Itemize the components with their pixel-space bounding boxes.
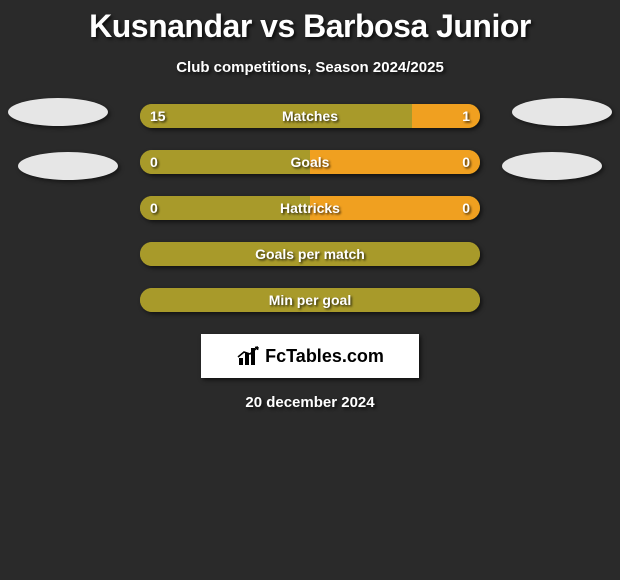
subtitle: Club competitions, Season 2024/2025 <box>0 59 620 76</box>
stat-label: Matches <box>140 104 480 128</box>
player1-ellipse-2 <box>18 152 118 180</box>
stat-rows: 151Matches 00Goals 00Hattricks Goals per ma… <box>140 104 480 312</box>
stat-label: Min per goal <box>140 288 480 312</box>
stat-label: Hattricks <box>140 196 480 220</box>
brand-logo: FcTables.com <box>201 334 419 378</box>
stat-row: 00Hattricks <box>140 196 480 220</box>
stat-row: 151Matches <box>140 104 480 128</box>
comparison-infographic: Kusnandar vs Barbosa Junior Club competi… <box>0 0 620 411</box>
player2-ellipse-2 <box>502 152 602 180</box>
stat-label: Goals <box>140 150 480 174</box>
stat-row: 00Goals <box>140 150 480 174</box>
stats-area: 151Matches 00Goals 00Hattricks Goals per ma… <box>0 104 620 312</box>
player1-ellipse-1 <box>8 98 108 126</box>
stat-label: Goals per match <box>140 242 480 266</box>
chart-icon <box>236 345 262 367</box>
stat-row: Goals per match <box>140 242 480 266</box>
stat-row: Min per goal <box>140 288 480 312</box>
player2-ellipse-1 <box>512 98 612 126</box>
date: 20 december 2024 <box>0 394 620 411</box>
page-title: Kusnandar vs Barbosa Junior <box>0 8 620 45</box>
brand-text: FcTables.com <box>265 346 384 367</box>
